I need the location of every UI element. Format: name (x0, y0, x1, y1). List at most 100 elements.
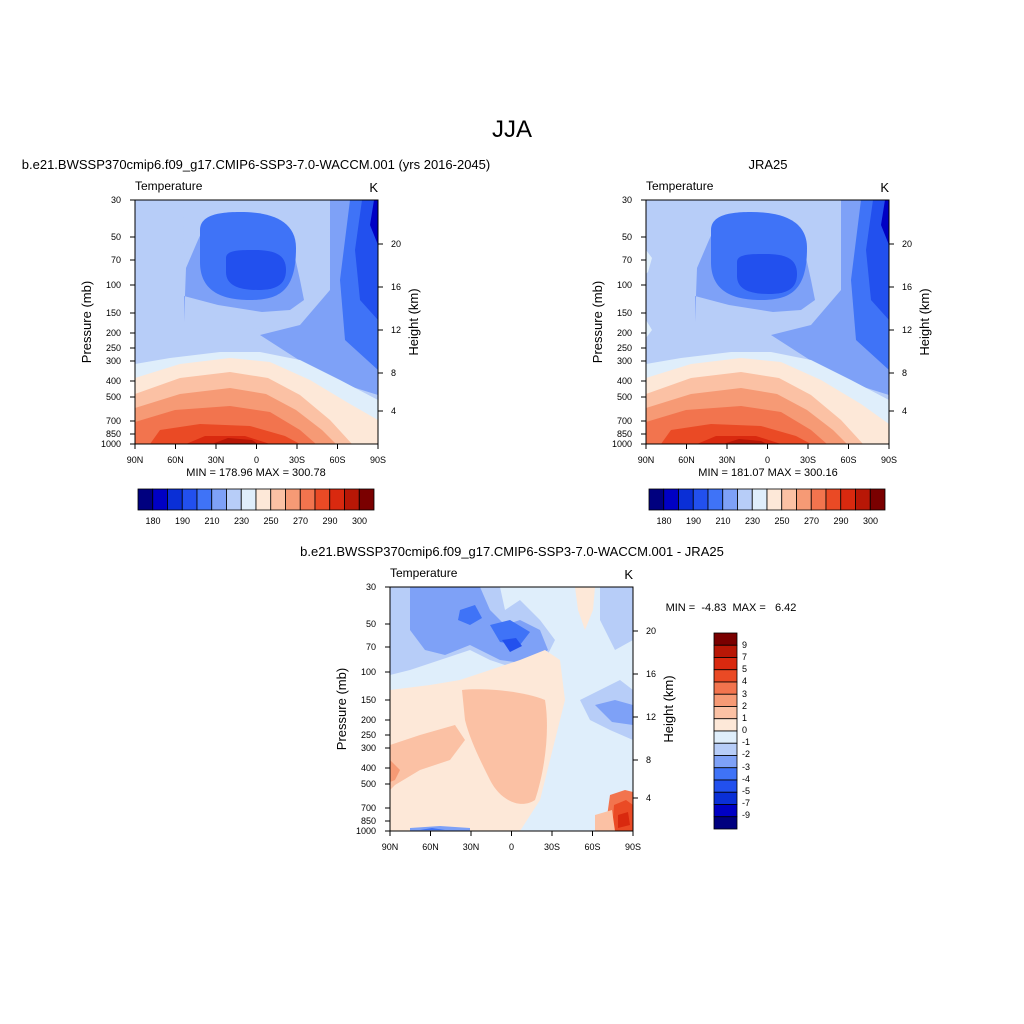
panel-model-xtick: 90S (370, 455, 386, 465)
panel-model-xtick: 60N (167, 455, 184, 465)
panel-diff-xtick: 30N (463, 842, 480, 852)
panel-diff: b.e21.BWSSP370cmip6.f09_g17.CMIP6-SSP3-7… (300, 544, 796, 852)
panel-obs-xtick: 90S (881, 455, 897, 465)
panel-model-colorbar-swatch (152, 488, 168, 511)
panel-diff-colorbar-swatch (713, 669, 738, 683)
panel-diff-colorbar-label: 5 (742, 664, 747, 674)
panel-diff-y2label: Height (km) (661, 675, 676, 742)
panel-obs-xaxis: 90N 60N 30N 0 30S 60S 90S (638, 444, 897, 465)
panel-obs-colorbar-label: 230 (745, 516, 760, 526)
figure-title: JJA (492, 116, 532, 143)
panel-obs-colorbar-swatch (869, 488, 886, 511)
panel-diff-xtick: 0 (509, 842, 514, 852)
panel-model-colorbar-swatch (344, 488, 360, 511)
panel-obs-colorbar-label: 290 (833, 516, 848, 526)
panel-model-colorbar-label: 300 (352, 516, 367, 526)
panel-diff-xtick: 90S (625, 842, 641, 852)
panel-diff-colorbar-swatch (713, 718, 738, 732)
panel-obs-colorbar-swatch (796, 488, 812, 511)
panel-model-ytick: 250 (106, 343, 121, 353)
panel-diff-colorbar-swatch (713, 804, 738, 818)
panel-model-stats: MIN = 178.96 MAX = 300.78 (186, 467, 325, 479)
panel-model-ytick: 100 (106, 280, 121, 290)
panel-model-colorbar-label: 190 (175, 516, 190, 526)
panel-diff-ytick: 1000 (356, 826, 376, 836)
panel-model-ytick: 200 (106, 328, 121, 338)
panel-diff-colorbar-label: -5 (742, 786, 750, 796)
panel-obs-colorbar-label: 210 (715, 516, 730, 526)
panel-obs-colorbar-swatch (722, 488, 738, 511)
panel-obs-colorbar-swatches (648, 488, 886, 511)
panel-diff-y2tick: 8 (646, 755, 651, 765)
panel-obs-title: JRA25 (748, 157, 787, 172)
panel-diff-colorbar-swatch (713, 742, 738, 756)
panel-model-xtick: 30S (289, 455, 305, 465)
panel-model-colorbar-swatches (137, 488, 375, 511)
panel-model-ytick: 150 (106, 308, 121, 318)
panel-obs: JRA25 Temperature K (590, 157, 932, 526)
panel-model-colorbar-swatch (329, 488, 345, 511)
panel-obs-ytick: 850 (617, 429, 632, 439)
panel-obs-ytick: 250 (617, 343, 632, 353)
panel-obs-xtick: 0 (765, 455, 770, 465)
panel-obs-left-label: Temperature (646, 179, 714, 193)
panel-diff-colorbar-label: -3 (742, 762, 750, 772)
panel-model-colorbar-swatch (167, 488, 183, 511)
panel-model-colorbar-label: 290 (322, 516, 337, 526)
panel-obs-ytick: 100 (617, 280, 632, 290)
panel-obs-colorbar-swatch (781, 488, 797, 511)
panel-obs-colorbar-label: 250 (774, 516, 789, 526)
panel-diff-y2tick: 4 (646, 793, 651, 803)
panel-diff-y2tick: 16 (646, 669, 656, 679)
panel-obs-xtick: 60S (840, 455, 856, 465)
panel-obs-y2tick: 8 (902, 368, 907, 378)
panel-model-colorbar-swatch (299, 488, 316, 511)
panel-model-y2tick: 12 (391, 325, 401, 335)
panel-model-xtick: 0 (254, 455, 259, 465)
panel-diff-ytick: 150 (361, 695, 376, 705)
panel-model-units: K (369, 180, 378, 195)
panel-model: b.e21.BWSSP370cmip6.f09_g17.CMIP6-SSP3-7… (22, 157, 490, 526)
panel-obs-colorbar-swatch (825, 488, 842, 511)
panel-obs-ytick: 700 (617, 416, 632, 426)
panel-diff-title: b.e21.BWSSP370cmip6.f09_g17.CMIP6-SSP3-7… (300, 544, 724, 559)
panel-diff-colorbar-swatch (713, 681, 738, 695)
panel-obs-ytick: 200 (617, 328, 632, 338)
panel-diff-y2axis: 20 16 12 8 4 Height (km) (633, 626, 676, 803)
panel-model-ytick: 400 (106, 376, 121, 386)
panel-obs-ytick: 70 (622, 255, 632, 265)
panel-obs-colorbar-label: 270 (804, 516, 819, 526)
panel-model-colorbar-swatch (226, 488, 242, 511)
panel-model-y2tick: 8 (391, 368, 396, 378)
panel-obs-ytick: 400 (617, 376, 632, 386)
panel-model-colorbar-swatch (255, 488, 272, 511)
panel-model-y2tick: 16 (391, 282, 401, 292)
panel-obs-xtick: 30S (800, 455, 816, 465)
panel-obs-y2tick: 16 (902, 282, 912, 292)
panel-model-colorbar-label: 250 (263, 516, 278, 526)
panel-diff-colorbar-swatch (713, 632, 738, 646)
panel-model-colorbar-label: 180 (145, 516, 160, 526)
panel-diff-ytick: 300 (361, 743, 376, 753)
panel-diff-colorbar-swatches (713, 632, 738, 830)
panel-model-y2tick: 4 (391, 406, 396, 416)
panel-obs-field (646, 200, 889, 444)
panel-obs-xtick: 90N (638, 455, 655, 465)
panel-diff-xtick: 60N (422, 842, 439, 852)
panel-diff-units: K (624, 567, 633, 582)
panel-model-xtick: 30N (208, 455, 225, 465)
panel-obs-colorbar-swatch (707, 488, 724, 511)
panel-obs-yaxis: 30 50 70 100 150 200 250 300 400 500 700… (590, 195, 646, 449)
panel-obs-colorbar-swatch (692, 488, 709, 511)
panel-obs-ytick: 50 (622, 232, 632, 242)
panel-diff-ytick: 250 (361, 730, 376, 740)
panel-model-ylabel: Pressure (mb) (79, 281, 94, 363)
panel-model-ytick: 1000 (101, 439, 121, 449)
panel-diff-colorbar-label: -2 (742, 749, 750, 759)
panel-obs-colorbar-swatch (766, 488, 783, 511)
panel-model-colorbar: 180 190 210 230 250 270 290 300 (137, 488, 375, 526)
panel-diff-colorbar-swatch (713, 755, 738, 769)
panel-model-colorbar-swatch (181, 488, 198, 511)
panel-diff-colorbar-label: 9 (742, 640, 747, 650)
panel-diff-ytick: 400 (361, 763, 376, 773)
